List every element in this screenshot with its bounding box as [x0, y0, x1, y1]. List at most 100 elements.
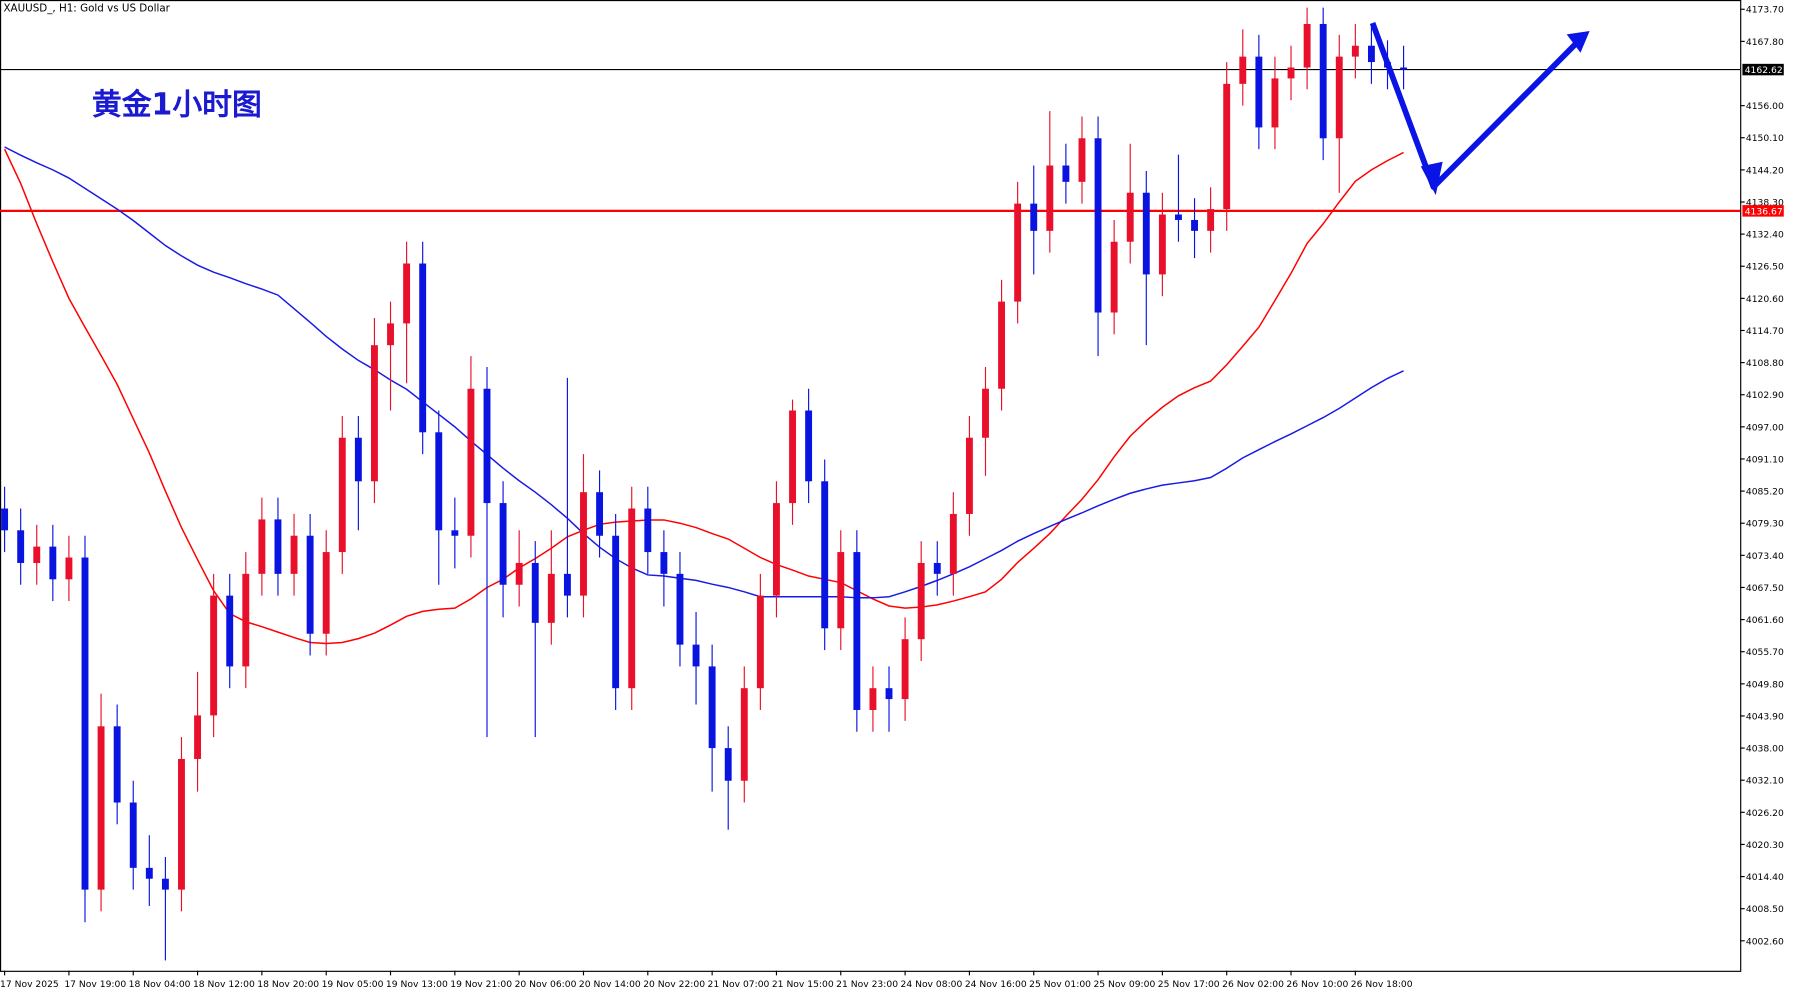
arrow-head — [1420, 161, 1443, 196]
y-tick-label: 4073.40 — [1746, 551, 1784, 562]
x-tick-label: 24 Nov 08:00 — [901, 979, 963, 990]
x-tick-label: 17 Nov 19:00 — [64, 979, 126, 990]
candle-body — [982, 388, 989, 438]
candle-body — [467, 388, 475, 536]
candle-body — [547, 573, 555, 623]
candle-body — [1367, 45, 1375, 63]
candle-body — [1110, 241, 1118, 313]
candle-body — [129, 802, 137, 868]
candle-body — [145, 867, 153, 879]
x-tick-label: 19 Nov 13:00 — [386, 979, 448, 990]
candle-body — [901, 639, 909, 700]
candle-body — [1400, 67, 1408, 70]
candle-body — [17, 530, 25, 563]
y-tick-label: 4150.10 — [1746, 133, 1784, 144]
candle-body — [178, 758, 185, 890]
moving-average — [3, 148, 1404, 645]
y-tick-label: 4167.80 — [1746, 37, 1784, 48]
candle-body — [161, 878, 169, 890]
candle-body — [853, 552, 861, 710]
candle-body — [451, 530, 459, 536]
x-tick-label: 19 Nov 05:00 — [322, 979, 384, 990]
candle-body — [773, 503, 780, 596]
candle-body — [596, 492, 604, 536]
arrow-head — [1566, 30, 1590, 53]
y-tick-label: 4061.60 — [1746, 615, 1784, 626]
price-tag-label: 4136.67 — [1745, 206, 1783, 217]
candle-body — [1287, 67, 1295, 79]
candle-body — [1142, 192, 1150, 275]
candle-body — [1303, 23, 1311, 68]
candle-body — [387, 323, 394, 346]
candle-body — [354, 437, 362, 482]
candle-body — [885, 688, 893, 700]
candle-body — [821, 481, 829, 629]
x-tick-label: 26 Nov 02:00 — [1222, 979, 1284, 990]
candle-body — [435, 432, 443, 531]
candle-body — [805, 410, 813, 482]
x-tick-label: 21 Nov 15:00 — [772, 979, 834, 990]
candle-body — [338, 437, 346, 553]
candle-body — [949, 513, 957, 574]
candle-body — [370, 345, 378, 482]
y-tick-label: 4173.70 — [1746, 5, 1784, 16]
x-tick-label: 26 Nov 10:00 — [1286, 979, 1348, 990]
candle-body — [1158, 214, 1166, 275]
y-tick-label: 4144.20 — [1746, 165, 1784, 176]
price-tag — [1742, 205, 1784, 217]
candle-body — [563, 573, 571, 596]
candle-body — [33, 546, 41, 563]
x-tick-label: 20 Nov 06:00 — [515, 979, 577, 990]
candle-body — [1014, 203, 1022, 302]
x-tick-label: 26 Nov 18:00 — [1351, 979, 1413, 990]
y-tick-label: 4014.40 — [1746, 872, 1784, 883]
candle-body — [403, 263, 411, 324]
candle-body — [97, 726, 105, 890]
y-tick-label: 4156.00 — [1746, 101, 1784, 112]
candle-body — [789, 410, 796, 504]
candle-body — [306, 535, 314, 634]
candle-body — [724, 748, 732, 781]
candle-body — [1175, 214, 1182, 220]
y-tick-label: 4043.90 — [1746, 711, 1784, 722]
y-tick-label: 4091.10 — [1746, 454, 1784, 465]
candle-body — [1191, 219, 1198, 231]
y-tick-label: 4085.20 — [1746, 487, 1784, 498]
candle-body — [65, 557, 73, 580]
candle-body — [419, 263, 427, 433]
candle-body — [628, 508, 636, 689]
candle-body — [580, 492, 587, 596]
candle-body — [933, 562, 941, 574]
candle-body — [322, 552, 330, 634]
moving-average — [4, 146, 1404, 599]
y-tick-label: 4038.00 — [1746, 744, 1784, 755]
candle-body — [499, 503, 507, 585]
candle-body — [49, 546, 57, 580]
candle-body — [869, 688, 877, 710]
x-tick-label: 25 Nov 01:00 — [1029, 979, 1091, 990]
y-tick-label: 4067.50 — [1746, 583, 1784, 594]
y-tick-label: 4020.30 — [1746, 840, 1784, 851]
candle-body — [1078, 138, 1086, 182]
candle-body — [1319, 23, 1327, 139]
x-tick-label: 18 Nov 20:00 — [257, 979, 319, 990]
candle-body — [1030, 203, 1038, 231]
candle-body — [531, 562, 539, 623]
x-tick-label: 20 Nov 14:00 — [579, 979, 641, 990]
x-tick-label: 21 Nov 07:00 — [708, 979, 770, 990]
price-tag — [1742, 63, 1784, 76]
candle-body — [242, 573, 250, 667]
candle-body — [692, 644, 700, 667]
candle-body — [226, 595, 234, 667]
candle-body — [290, 535, 298, 574]
candle-body — [1351, 45, 1359, 57]
x-tick-label: 25 Nov 09:00 — [1093, 979, 1155, 990]
candle-body — [676, 573, 684, 645]
candle-body — [740, 688, 748, 781]
candle-body — [483, 388, 491, 504]
y-tick-label: 4008.50 — [1746, 904, 1784, 915]
x-tick-label: 19 Nov 21:00 — [450, 979, 512, 990]
candle-body — [113, 726, 121, 803]
